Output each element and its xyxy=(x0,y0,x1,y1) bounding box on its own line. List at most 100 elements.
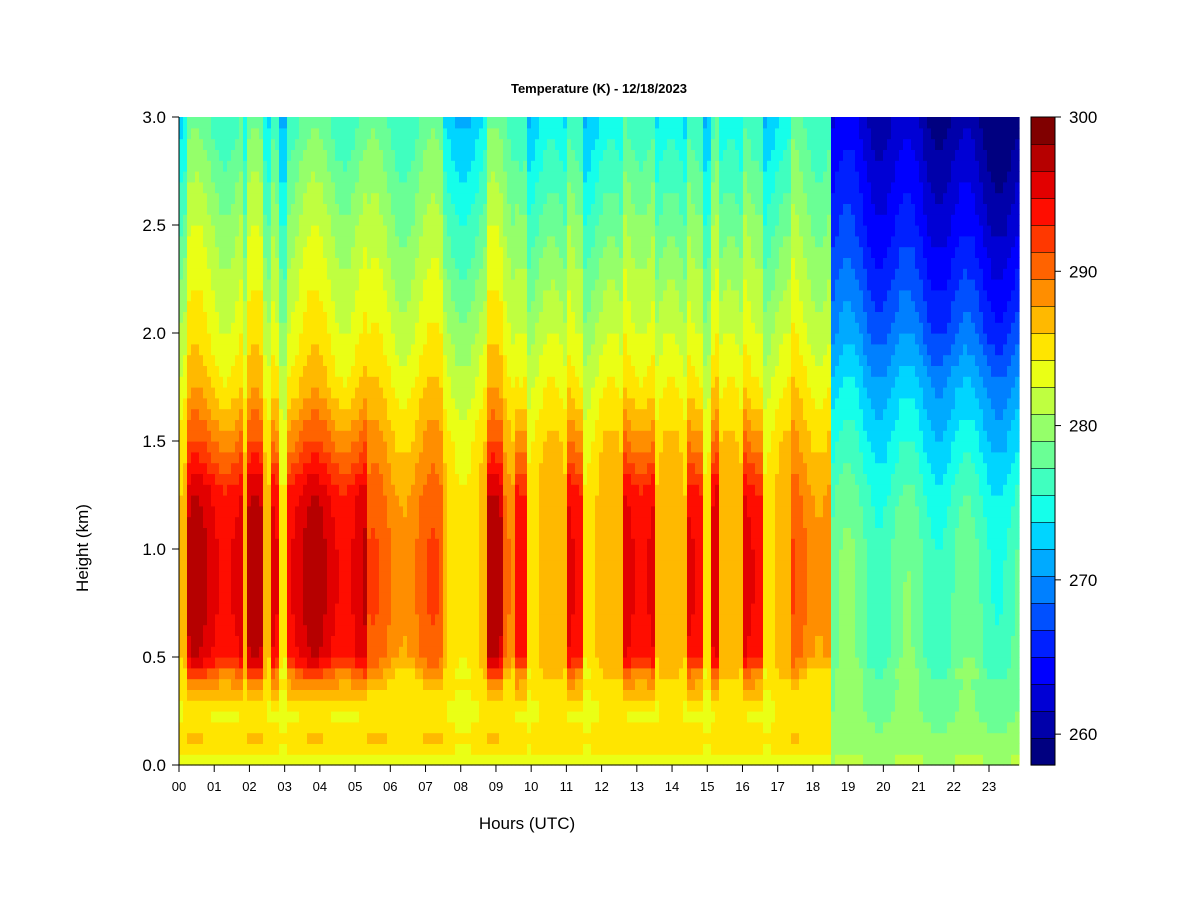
heat-cell xyxy=(507,192,512,204)
heat-cell xyxy=(275,257,280,269)
heat-cell xyxy=(247,333,252,345)
heat-cell xyxy=(275,527,280,539)
heat-cell xyxy=(307,721,312,734)
heat-cell xyxy=(471,592,476,604)
heat-cell xyxy=(431,495,436,507)
heat-cell xyxy=(223,257,228,269)
heat-cell xyxy=(419,289,424,302)
heat-cell xyxy=(383,484,388,496)
heat-cell xyxy=(267,516,272,528)
heat-cell xyxy=(443,451,448,464)
heat-cell xyxy=(291,711,296,723)
heat-cell xyxy=(195,570,200,582)
heat-cell xyxy=(503,181,508,194)
heat-cell xyxy=(451,700,456,712)
heat-cell xyxy=(479,203,484,215)
heat-cell xyxy=(343,419,348,431)
heat-cell xyxy=(251,279,256,291)
heat-cell xyxy=(255,192,260,204)
heat-cell xyxy=(239,678,244,690)
heat-cell xyxy=(179,419,184,431)
heat-cell xyxy=(475,743,480,755)
heat-cell xyxy=(415,408,420,420)
heat-cell xyxy=(395,397,400,410)
heat-cell xyxy=(431,160,436,172)
heat-cell xyxy=(219,581,224,593)
heat-cell xyxy=(387,613,392,626)
heat-cell xyxy=(391,624,396,636)
heat-cell xyxy=(343,181,348,194)
heat-cell xyxy=(463,667,468,680)
heat-cell xyxy=(479,160,484,172)
heat-cell xyxy=(343,441,348,453)
heat-cell xyxy=(499,246,504,258)
heat-cell xyxy=(287,171,292,183)
heat-cell xyxy=(487,203,492,215)
heat-cell xyxy=(307,365,312,377)
heat-cell xyxy=(327,192,332,204)
heat-cell xyxy=(219,624,224,636)
heat-cell xyxy=(507,581,512,593)
heat-cell xyxy=(251,754,256,766)
heat-cell xyxy=(375,667,380,680)
heat-cell xyxy=(415,451,420,464)
heat-cell xyxy=(239,484,244,496)
heat-cell xyxy=(447,300,452,312)
heat-cell xyxy=(191,657,196,669)
heat-cell xyxy=(507,732,512,744)
heat-cell xyxy=(459,225,464,237)
heat-cell xyxy=(383,538,388,550)
heat-cell xyxy=(431,322,436,334)
heat-cell xyxy=(339,473,344,485)
heat-cell xyxy=(439,754,444,766)
heat-cell xyxy=(315,246,320,258)
heat-cell xyxy=(375,549,380,561)
heat-cell xyxy=(403,711,408,723)
heat-cell xyxy=(427,495,432,507)
heat-cell xyxy=(279,549,284,561)
heat-cell xyxy=(299,203,304,215)
heat-cell xyxy=(343,549,348,561)
heat-cell xyxy=(395,538,400,550)
heat-cell xyxy=(227,732,232,744)
heat-cell xyxy=(451,397,456,410)
heat-cell xyxy=(407,408,412,420)
heat-cell xyxy=(315,754,320,766)
heat-cell xyxy=(303,171,308,183)
heat-cell xyxy=(255,279,260,291)
heat-cell xyxy=(231,171,236,183)
heat-cell xyxy=(255,333,260,345)
heat-cell xyxy=(423,613,428,626)
heat-cell xyxy=(303,559,308,572)
heat-cell xyxy=(503,592,508,604)
heat-cell xyxy=(243,311,248,323)
heat-cell xyxy=(431,505,436,518)
heat-cell xyxy=(483,279,488,291)
heat-cell xyxy=(347,246,352,258)
heat-cell xyxy=(255,711,260,723)
heat-cell xyxy=(187,559,192,572)
heat-cell xyxy=(419,689,424,701)
heat-cell xyxy=(347,430,352,442)
heat-cell xyxy=(327,613,332,626)
heat-cell xyxy=(295,441,300,453)
heat-cell xyxy=(211,646,216,658)
heat-cell xyxy=(271,192,276,204)
heat-cell xyxy=(459,192,464,204)
heat-cell xyxy=(427,646,432,658)
heat-cell xyxy=(315,127,320,140)
heat-cell xyxy=(411,505,416,518)
heat-cell xyxy=(271,721,276,734)
heat-cell xyxy=(219,700,224,712)
heat-cell xyxy=(331,613,336,626)
heat-cell xyxy=(383,721,388,734)
heat-cell xyxy=(259,700,264,712)
heat-cell xyxy=(363,376,368,388)
heat-cell xyxy=(219,138,224,150)
heat-cell xyxy=(187,235,192,248)
heat-cell xyxy=(195,592,200,604)
heat-cell xyxy=(495,397,500,410)
heat-cell xyxy=(415,117,420,129)
heat-cell xyxy=(307,603,312,615)
heat-cell xyxy=(239,235,244,248)
